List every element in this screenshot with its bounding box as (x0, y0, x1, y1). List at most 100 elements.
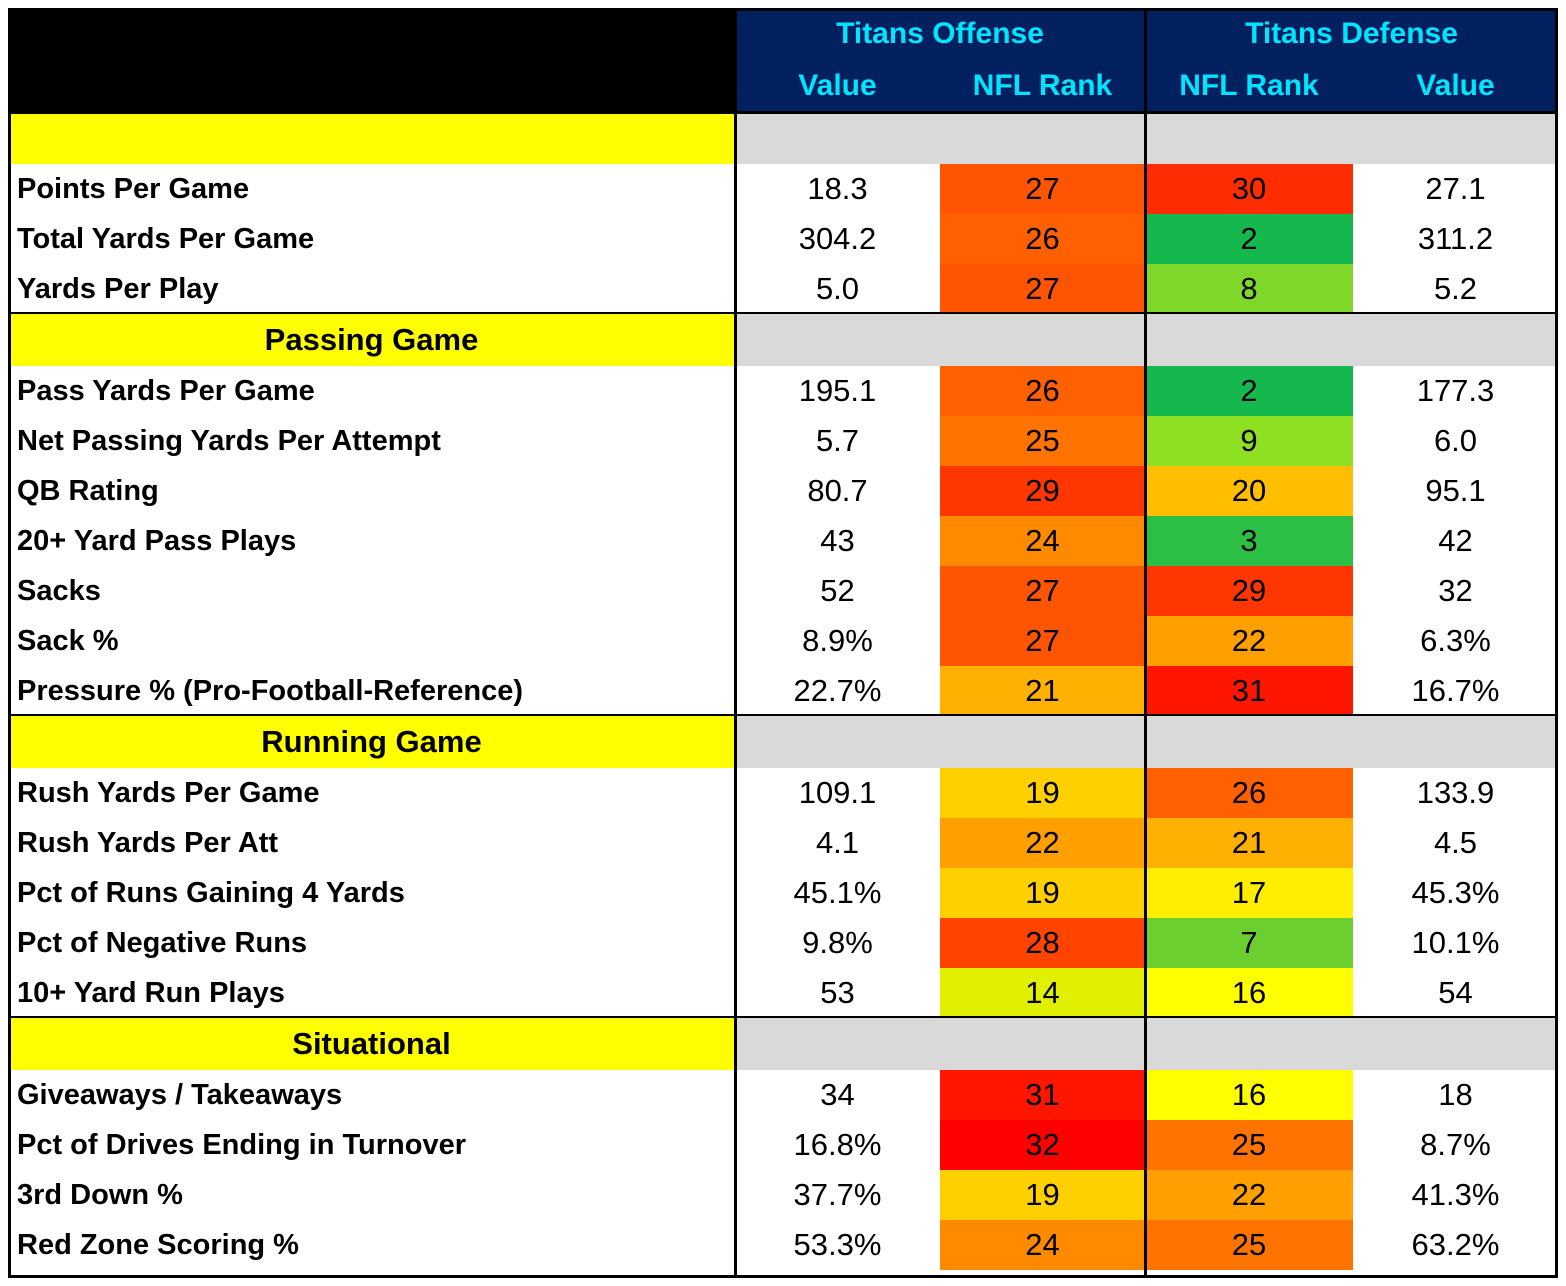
defense-value: 311.2 (1417, 221, 1494, 256)
offense-rank: 25 (940, 416, 1145, 466)
defense-rank: 2 (1145, 214, 1353, 264)
defense-value: 32 (1438, 573, 1473, 608)
defense-value: 16.7% (1411, 673, 1500, 708)
section-divider (8, 1016, 1558, 1019)
offense-value: 34 (820, 1077, 855, 1112)
border-bottom (8, 1275, 1558, 1278)
row-label: 10+ Yard Run Plays (17, 976, 285, 1009)
offense-rank: 19 (940, 868, 1145, 918)
header-offense-block (735, 8, 1145, 112)
defense-rank: 2 (1145, 366, 1353, 416)
offense-rank: 27 (940, 264, 1145, 314)
row-label: QB Rating (17, 474, 159, 507)
offense-value-header: Value (798, 69, 877, 102)
defense-value: 8.7% (1420, 1127, 1491, 1162)
offense-rank: 19 (940, 1170, 1145, 1220)
section-divider (8, 714, 1558, 717)
offense-rank-header: NFL Rank (972, 69, 1113, 102)
defense-rank: 30 (1145, 164, 1353, 214)
row-label: 20+ Yard Pass Plays (17, 524, 297, 557)
offense-value: 37.7% (793, 1177, 882, 1212)
offense-rank: 28 (940, 918, 1145, 968)
offense-value: 195.1 (798, 373, 877, 408)
row-label: Rush Yards Per Att (17, 826, 279, 859)
row-label: Rush Yards Per Game (17, 776, 320, 809)
defense-value: 63.2% (1411, 1227, 1500, 1262)
offense-rank: 26 (940, 214, 1145, 264)
offense-value: 304.2 (798, 221, 877, 256)
side-divider (1144, 8, 1147, 1278)
defense-rank: 8 (1145, 264, 1353, 314)
offense-value: 22.7% (793, 673, 882, 708)
stats-table: Titans Offense Titans Defense Value NFL Ran… (8, 8, 1558, 1278)
offense-value: 8.9% (802, 623, 873, 658)
defense-value: 5.2 (1433, 271, 1478, 306)
offense-value: 45.1% (793, 875, 882, 910)
offense-rank: 24 (940, 516, 1145, 566)
defense-rank: 29 (1145, 566, 1353, 616)
row-label: Net Passing Yards Per Attempt (17, 424, 441, 457)
defense-value: 6.0 (1433, 423, 1478, 458)
defense-value: 18 (1438, 1077, 1473, 1112)
defense-value-header: Value (1416, 69, 1495, 102)
offense-rank: 22 (940, 818, 1145, 868)
offense-value: 53.3% (793, 1227, 882, 1262)
defense-value: 10.1% (1411, 925, 1500, 960)
offense-rank: 21 (940, 666, 1145, 716)
defense-rank: 3 (1145, 516, 1353, 566)
row-label: Yards Per Play (17, 272, 219, 305)
offense-title: Titans Offense (836, 17, 1044, 50)
defense-value: 41.3% (1411, 1177, 1500, 1212)
offense-value: 109.1 (798, 775, 877, 810)
section-title: Situational (8, 1018, 735, 1070)
defense-rank-header: NFL Rank (1179, 69, 1319, 102)
offense-rank: 27 (940, 164, 1145, 214)
section-title: Running Game (8, 716, 735, 768)
defense-value: 177.3 (1416, 373, 1495, 408)
defense-rank: 31 (1145, 666, 1353, 716)
section-title (8, 112, 735, 164)
offense-rank: 14 (940, 968, 1145, 1018)
defense-value: 133.9 (1416, 775, 1495, 810)
defense-rank: 16 (1145, 968, 1353, 1018)
row-label: Sacks (17, 574, 101, 607)
row-label: Pct of Drives Ending in Turnover (17, 1128, 467, 1161)
section-divider (8, 312, 1558, 315)
defense-value: 4.5 (1433, 825, 1478, 860)
defense-rank: 20 (1145, 466, 1353, 516)
border-right (1555, 8, 1558, 1278)
offense-rank: 29 (940, 466, 1145, 516)
offense-value: 52 (820, 573, 855, 608)
offense-value: 53 (820, 975, 855, 1010)
defense-value: 95.1 (1425, 473, 1486, 508)
defense-rank: 22 (1145, 1170, 1353, 1220)
offense-rank: 19 (940, 768, 1145, 818)
row-label: Giveaways / Takeaways (17, 1078, 343, 1111)
offense-rank: 27 (940, 566, 1145, 616)
offense-rank: 24 (940, 1220, 1145, 1270)
border-top (8, 8, 1558, 11)
offense-value: 9.8% (802, 925, 873, 960)
offense-value: 18.3 (807, 171, 868, 206)
row-label: Points Per Game (17, 172, 250, 205)
row-label: Red Zone Scoring % (17, 1228, 299, 1261)
header-divider (8, 111, 1558, 114)
defense-rank: 22 (1145, 616, 1353, 666)
row-label: Pct of Negative Runs (17, 926, 308, 959)
section-title: Passing Game (8, 314, 735, 366)
defense-rank: 26 (1145, 768, 1353, 818)
defense-rank: 9 (1145, 416, 1353, 466)
defense-value: 6.3% (1420, 623, 1491, 658)
defense-title: Titans Defense (1245, 17, 1458, 50)
label-divider (734, 8, 737, 1278)
offense-rank: 31 (940, 1070, 1145, 1120)
defense-value: 54 (1438, 975, 1473, 1010)
row-label: Total Yards Per Game (17, 222, 315, 255)
header-defense-block (1145, 8, 1558, 112)
row-label: Pct of Runs Gaining 4 Yards (17, 876, 405, 909)
offense-value: 5.7 (815, 423, 860, 458)
defense-value: 27.1 (1425, 171, 1486, 206)
row-label: 3rd Down % (17, 1178, 183, 1211)
offense-value: 43 (820, 523, 855, 558)
defense-rank: 16 (1145, 1070, 1353, 1120)
